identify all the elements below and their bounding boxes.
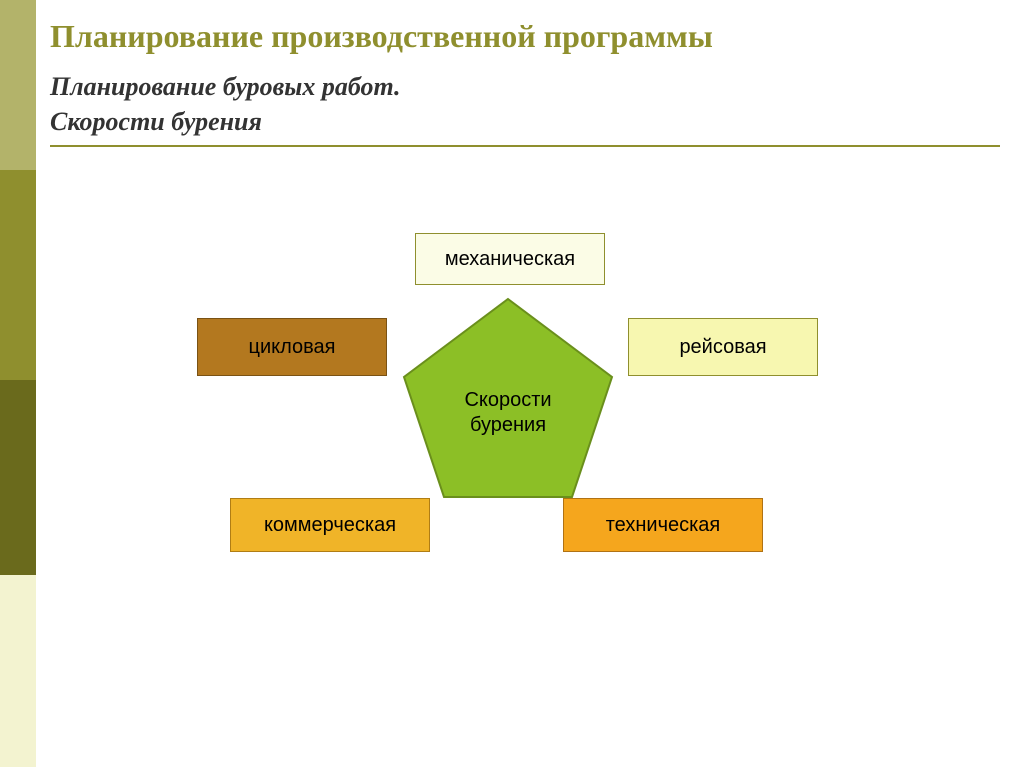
pentagon-label: Скорости бурения [398,388,618,438]
pentagon-center: Скорости бурения [398,293,618,503]
box-right: рейсовая [628,318,818,376]
pentagon-label-line2: бурения [470,414,546,436]
box-top: механическая [415,233,605,285]
pentagon-label-line1: Скорости [464,389,551,411]
diagram-canvas: Скорости бурения механическая цикловая р… [0,0,1024,767]
box-bottom-right: техническая [563,498,763,552]
box-left: цикловая [197,318,387,376]
box-bottom-left: коммерческая [230,498,430,552]
